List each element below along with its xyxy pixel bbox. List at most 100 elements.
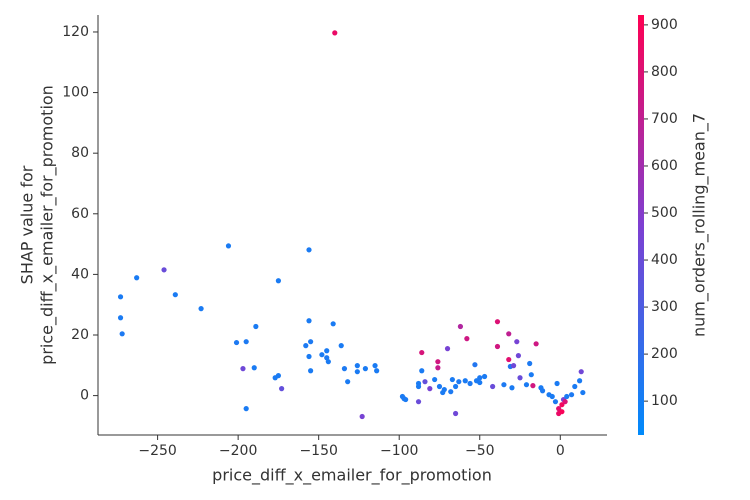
point xyxy=(403,396,409,403)
point xyxy=(490,383,496,390)
point xyxy=(539,388,546,394)
y-tick-label: 100 xyxy=(62,85,89,101)
point xyxy=(325,359,331,365)
point xyxy=(456,379,462,385)
y-tick-label: 40 xyxy=(71,266,89,282)
point xyxy=(419,349,425,356)
point xyxy=(362,366,368,372)
point xyxy=(494,319,501,325)
point xyxy=(435,365,441,371)
point xyxy=(452,410,459,417)
point xyxy=(279,386,285,392)
point xyxy=(432,376,438,383)
point xyxy=(481,373,488,380)
point xyxy=(580,389,586,396)
point xyxy=(225,243,232,249)
point xyxy=(303,343,309,349)
point xyxy=(477,375,483,381)
point xyxy=(306,247,312,253)
point xyxy=(549,393,555,400)
y-axis-label: SHAP value for xyxy=(18,165,37,284)
point xyxy=(554,380,560,387)
point xyxy=(243,406,249,412)
point xyxy=(354,363,360,369)
point xyxy=(448,389,454,395)
point xyxy=(523,382,530,388)
y-tick-label: 20 xyxy=(71,327,89,343)
point xyxy=(243,339,249,345)
point xyxy=(330,321,336,327)
point xyxy=(572,383,578,390)
point xyxy=(501,382,507,388)
point xyxy=(577,378,583,384)
y-tick-label: 60 xyxy=(71,206,89,222)
point xyxy=(564,393,570,400)
x-tick-label: −200 xyxy=(219,443,257,459)
x-tick-label: −50 xyxy=(465,443,495,459)
point xyxy=(444,346,451,352)
colorbar-tick-label: 100 xyxy=(651,393,678,409)
point xyxy=(530,383,536,389)
point xyxy=(308,339,314,345)
point xyxy=(515,353,522,359)
point xyxy=(506,331,512,337)
point xyxy=(198,306,204,312)
point xyxy=(506,356,512,363)
y-axis-label: price_diff_x_emailer_for_promotion xyxy=(38,85,58,365)
point xyxy=(306,318,312,324)
point xyxy=(509,385,515,391)
colorbar-tick-label: 600 xyxy=(651,158,678,174)
x-tick-label: 0 xyxy=(556,443,565,459)
point xyxy=(562,399,568,405)
point xyxy=(527,360,533,367)
point xyxy=(457,323,464,330)
point xyxy=(422,379,428,385)
point xyxy=(172,292,178,298)
point xyxy=(161,267,167,273)
x-axis-label: price_diff_x_emailer_for_promotion xyxy=(212,466,492,486)
point xyxy=(528,372,534,378)
point xyxy=(510,363,517,369)
point xyxy=(533,341,539,347)
point xyxy=(415,399,422,405)
point xyxy=(462,378,468,384)
point xyxy=(464,336,470,342)
point xyxy=(578,369,584,375)
point xyxy=(435,359,441,365)
point xyxy=(233,339,240,346)
point xyxy=(552,399,559,405)
colorbar xyxy=(638,15,644,435)
point xyxy=(436,383,443,390)
point xyxy=(253,323,259,330)
point xyxy=(354,369,360,375)
point xyxy=(427,386,433,392)
x-tick-label: −100 xyxy=(380,443,418,459)
point xyxy=(134,275,140,281)
colorbar-tick-label: 700 xyxy=(651,111,678,127)
point xyxy=(359,413,365,420)
colorbar-tick-label: 200 xyxy=(651,346,678,362)
point xyxy=(117,315,124,321)
x-tick-label: −250 xyxy=(138,443,176,459)
point xyxy=(272,375,278,381)
y-tick-label: 80 xyxy=(71,145,89,161)
colorbar-tick-label: 900 xyxy=(651,17,678,33)
point xyxy=(452,383,459,390)
point xyxy=(449,376,455,383)
point xyxy=(559,409,565,415)
point xyxy=(514,339,520,345)
point xyxy=(306,353,312,360)
y-tick-label: 120 xyxy=(62,24,89,40)
y-tick-label: 0 xyxy=(80,388,89,404)
point xyxy=(419,368,425,374)
point xyxy=(477,379,483,386)
point xyxy=(467,380,473,387)
colorbar-tick-label: 400 xyxy=(651,252,678,268)
point xyxy=(341,366,348,372)
point xyxy=(374,368,380,374)
point xyxy=(332,30,338,36)
x-tick-label: −150 xyxy=(299,443,337,459)
point xyxy=(338,343,344,349)
point xyxy=(324,355,330,361)
